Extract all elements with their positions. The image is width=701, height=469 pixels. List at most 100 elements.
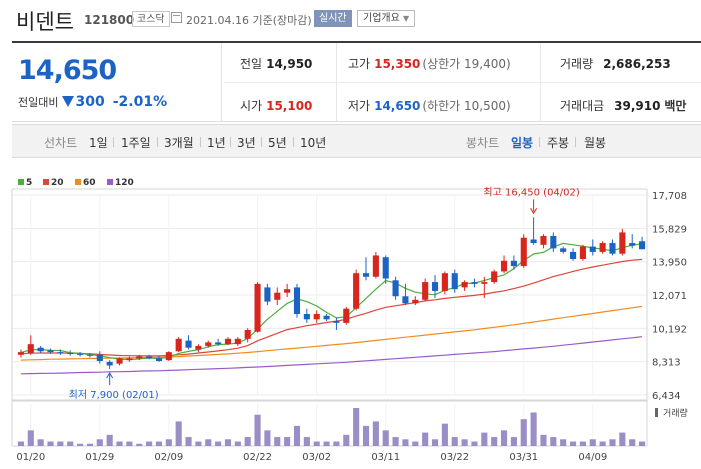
volume-bar <box>155 441 163 446</box>
volume-bar <box>569 441 577 446</box>
candle-body <box>96 354 103 362</box>
high-label: 고가 <box>348 57 371 71</box>
candle-body <box>77 353 84 355</box>
volume-bar <box>471 441 478 446</box>
candle-body <box>382 257 389 279</box>
legend-swatch <box>107 179 113 185</box>
volume-bar <box>382 430 389 446</box>
candle-body <box>106 361 113 366</box>
candle-body <box>205 342 212 346</box>
period-10y[interactable]: 10년 <box>300 136 327 150</box>
candle-body <box>520 237 527 267</box>
candle-body <box>579 246 586 260</box>
candle-body <box>550 235 557 249</box>
volume-bar <box>412 441 419 446</box>
low-label: 저가 <box>348 99 371 113</box>
volume-bar <box>96 439 103 446</box>
legend-label: 120 <box>115 178 134 188</box>
period-1y[interactable]: 1년 <box>207 136 226 150</box>
amount-unit: 백만 <box>664 99 687 113</box>
volume-bar <box>491 437 498 446</box>
y-tick-label: 10,192 <box>652 324 687 335</box>
divider <box>200 137 201 147</box>
candle-body <box>372 255 379 277</box>
candle-body <box>560 248 567 252</box>
volume-bar <box>17 441 24 446</box>
volume-bar <box>175 421 182 446</box>
ma60-line <box>20 305 643 361</box>
stock-code: 121800 <box>84 13 135 27</box>
volume-bar <box>520 419 527 446</box>
volume-bar <box>589 439 596 446</box>
volume-bar <box>639 441 646 446</box>
y-tick-label: 17,708 <box>652 191 687 202</box>
stock-name: 비덴트 <box>16 10 74 34</box>
legend-swatch <box>18 179 24 185</box>
open-value: 15,100 <box>266 99 313 113</box>
volume-bar <box>392 437 399 446</box>
candle-body <box>274 292 281 300</box>
change-percent: -2.01% <box>112 94 168 110</box>
candle-body <box>313 313 320 320</box>
ma5-line <box>20 242 643 361</box>
period-bar: 선차트 1일 1주일 3개월 1년 3년 5년 10년 봉차트 일봉 주봉 월봉 <box>12 124 701 158</box>
x-tick-label: 02/22 <box>243 452 272 463</box>
legend-label: 60 <box>83 178 96 188</box>
volume-bar <box>274 437 281 446</box>
volume-bar <box>126 441 133 446</box>
open-price: 시가 15,100 <box>240 97 312 114</box>
candle-body <box>402 296 409 304</box>
volume-bar <box>343 434 350 446</box>
calendar-icon <box>171 12 182 23</box>
volume-bar <box>353 408 360 446</box>
y-tick-label: 6,434 <box>652 391 681 402</box>
candle-body <box>254 283 261 332</box>
price-chart: 17,708 15,829 13,950 12,071 10,192 8,313 6,434… <box>11 186 688 463</box>
volume-bar <box>264 430 271 446</box>
quote-box: 14,650 전일대비 300 -2.01% 전일 14,950 시가 15,100 고… <box>12 41 701 122</box>
volume-bar <box>27 430 34 446</box>
volume-bar <box>629 439 636 446</box>
row-divider <box>224 82 701 83</box>
volume-bar <box>234 441 241 446</box>
period-3y[interactable]: 3년 <box>237 136 256 150</box>
candle-body <box>284 289 291 293</box>
lower-limit: (하한가 10,500) <box>422 99 511 113</box>
volume-legend-swatch <box>655 408 658 417</box>
realtime-button[interactable]: 실시간 <box>314 10 352 27</box>
volume-bar <box>461 439 468 446</box>
legend-ma60: 60 <box>75 178 96 188</box>
period-1d[interactable]: 1일 <box>89 136 108 150</box>
base-date: 2021.04.16 기준(장마감) <box>186 14 312 27</box>
period-3m[interactable]: 3개월 <box>164 136 194 150</box>
legend-label: 20 <box>51 178 64 188</box>
candle-body <box>86 354 94 356</box>
candle-body <box>195 345 202 350</box>
volume-bar <box>185 437 192 446</box>
y-tick-label: 13,950 <box>652 258 687 269</box>
candle-daily[interactable]: 일봉 <box>511 136 534 150</box>
line-chart-label: 선차트 <box>44 136 78 150</box>
company-overview-button[interactable]: 기업개요 ▼ <box>357 10 416 27</box>
prev-close-value: 14,950 <box>266 57 313 71</box>
volume-bar <box>47 441 54 446</box>
period-1w[interactable]: 1주일 <box>121 136 151 150</box>
candle-body <box>67 353 74 355</box>
volume-bar <box>57 441 64 446</box>
max-arrow-head <box>530 208 538 215</box>
candle-weekly[interactable]: 주봉 <box>547 136 570 150</box>
trade-amount: 거래대금 39,910 백만 <box>560 97 686 114</box>
company-overview-label: 기업개요 <box>363 13 400 24</box>
candle-body <box>234 338 241 345</box>
volume-bar <box>609 439 616 446</box>
period-5y[interactable]: 5년 <box>268 136 287 150</box>
candle-body <box>461 282 468 288</box>
candle-body <box>57 352 64 354</box>
candle-body <box>37 347 44 352</box>
candle-body <box>629 243 636 246</box>
candle-monthly[interactable]: 월봉 <box>584 136 607 150</box>
volume-bar <box>431 439 439 446</box>
max-annotation: 최고 16,450 (04/02) <box>483 186 579 198</box>
candle-body <box>441 273 448 291</box>
legend-ma120: 120 <box>107 178 134 188</box>
